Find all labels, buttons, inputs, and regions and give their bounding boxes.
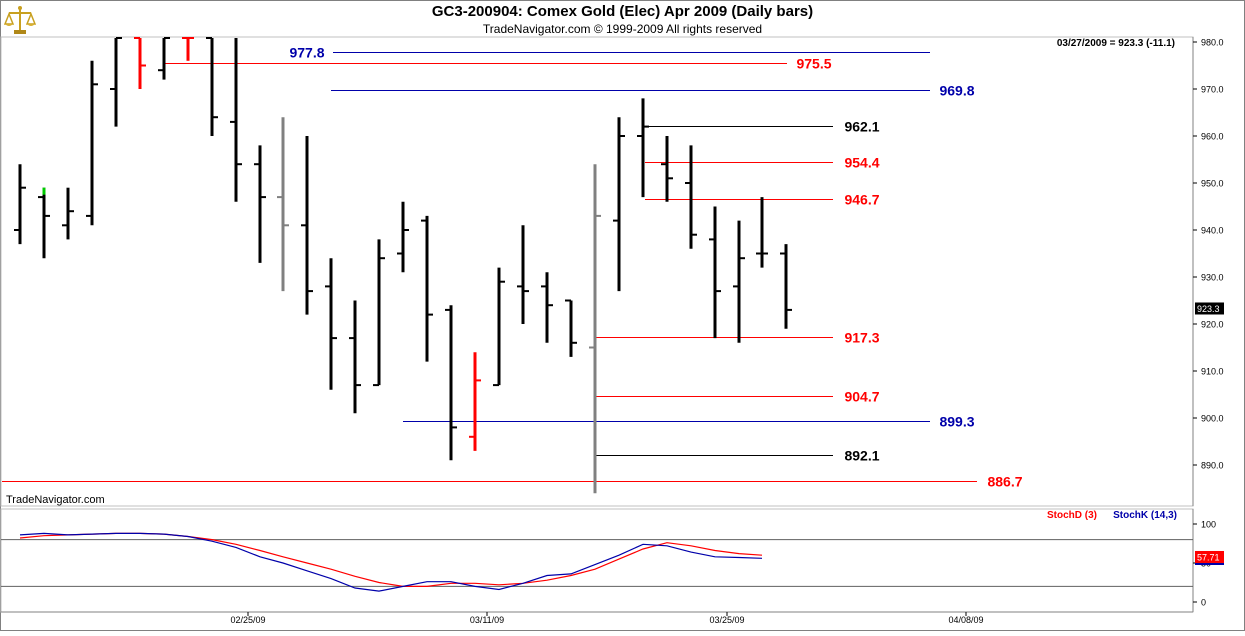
watermark: TradeNavigator.com (6, 494, 105, 506)
price-bar (541, 272, 553, 343)
y-tick-label: 900.0 (1201, 414, 1224, 424)
stochK-line (19, 532, 763, 592)
price-bar (62, 187, 74, 240)
price-bar (325, 258, 337, 390)
x-tick-label: 03/25/09 (709, 615, 744, 625)
last-quote-label: 03/27/2009 = 923.3 (-11.1) (1057, 38, 1175, 49)
price-bar (182, 37, 194, 61)
price-bar (421, 215, 433, 362)
level-label: 904.7 (844, 389, 879, 405)
y-tick-label: 980.0 (1201, 38, 1224, 48)
price-bar (373, 239, 385, 387)
price-bar (565, 299, 577, 357)
level-label: 917.3 (844, 330, 879, 346)
price-bar (230, 38, 242, 202)
price-bar (206, 37, 218, 136)
stoch-y-tick-label: 0 (1201, 598, 1206, 608)
level-label: 899.3 (939, 414, 974, 430)
x-tick-label: 03/11/09 (470, 615, 504, 625)
stochD-value-label: 57.71 (1197, 552, 1220, 562)
price-bar (158, 37, 170, 80)
y-tick-label: 910.0 (1201, 367, 1224, 377)
price-bar (685, 145, 697, 249)
level-label: 975.5 (796, 56, 831, 72)
price-bar (756, 197, 768, 268)
price-bar (397, 201, 409, 273)
price-bar (780, 244, 792, 329)
stochastic-panel (0, 508, 1194, 613)
scales-logo-icon (4, 6, 36, 34)
level-label: 954.4 (844, 155, 879, 171)
price-bar (301, 136, 313, 315)
stochD-value-box (1195, 550, 1224, 563)
price-bar (38, 187, 50, 259)
level-label: 969.8 (939, 83, 974, 99)
price-bar (469, 352, 481, 451)
y-tick-label: 950.0 (1201, 179, 1224, 189)
price-bar (493, 267, 505, 387)
y-tick-label: 890.0 (1201, 461, 1224, 471)
y-tick-label: 940.0 (1201, 226, 1224, 236)
price-bar (733, 220, 745, 343)
price-bar (14, 164, 26, 245)
price-bar (134, 37, 146, 89)
y-tick-label: 920.0 (1201, 320, 1224, 330)
price-bar (517, 225, 529, 324)
price-bar (254, 145, 266, 263)
chart-title: GC3-200904: Comex Gold (Elec) Apr 2009 (… (431, 3, 814, 20)
price-bar (445, 305, 457, 461)
level-label: 977.8 (289, 45, 324, 61)
stochK-legend: StochK (14,3) (1113, 510, 1177, 521)
chart-subtitle: TradeNavigator.com © 1999-2009 All right… (482, 22, 763, 36)
price-bar (110, 37, 122, 127)
level-label: 886.7 (987, 474, 1022, 490)
last-price-label: 923.3 (1197, 304, 1220, 314)
price-bar (613, 117, 625, 292)
price-bar (589, 164, 601, 494)
price-bar (86, 60, 98, 226)
last-price-box (1195, 302, 1224, 315)
stochD-legend: StochD (3) (1047, 510, 1097, 521)
x-tick-label: 04/08/09 (948, 615, 983, 625)
price-bar (277, 117, 289, 292)
price-bar (349, 300, 361, 414)
level-label: 892.1 (844, 448, 879, 464)
price-panel (0, 36, 1194, 507)
x-tick-label: 02/25/09 (230, 615, 265, 625)
level-label: 946.7 (844, 192, 879, 208)
stoch-y-tick-label: 100 (1201, 520, 1216, 530)
y-tick-label: 970.0 (1201, 85, 1224, 95)
price-bar (637, 98, 649, 198)
price-bar (709, 206, 721, 339)
y-tick-label: 930.0 (1201, 273, 1224, 283)
y-tick-label: 960.0 (1201, 132, 1224, 142)
level-label: 962.1 (844, 119, 879, 135)
price-bar (661, 136, 673, 202)
